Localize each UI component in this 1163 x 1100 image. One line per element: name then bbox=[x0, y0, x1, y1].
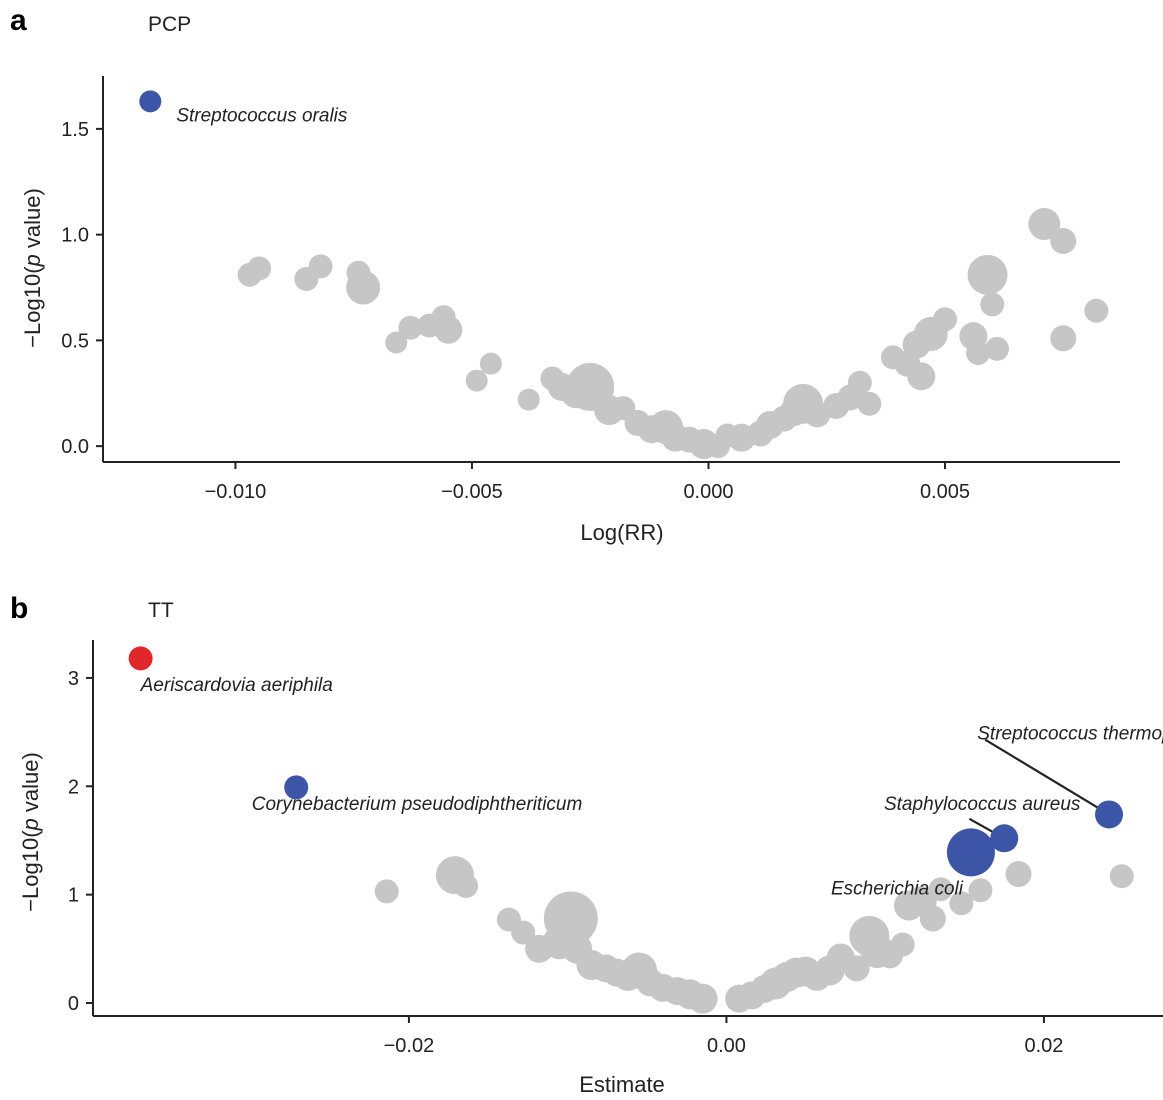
panel-b-y-ticks: 0 1 2 3 bbox=[68, 668, 93, 1015]
point-annotation: Escherichia coli bbox=[831, 879, 964, 900]
data-point bbox=[346, 270, 381, 305]
data-point bbox=[985, 336, 1010, 361]
data-point-highlight-blue bbox=[284, 775, 309, 800]
panel-b-y-axis-label: −Log10(p value) bbox=[18, 752, 43, 912]
x-tick-label: 0.00 bbox=[707, 1035, 746, 1057]
panel-a-points bbox=[139, 90, 1109, 460]
y-tick-label: 2 bbox=[68, 776, 79, 798]
point-annotation: Corynebacterium pseudodiphtheriticum bbox=[252, 794, 583, 815]
y-tick-label: 1 bbox=[68, 885, 79, 907]
data-point bbox=[968, 878, 993, 903]
panel-b: b TT Aeriscardovia aeriphila Corynebacter… bbox=[10, 592, 1163, 1097]
data-point-highlight-red bbox=[128, 646, 153, 671]
data-point bbox=[454, 873, 479, 898]
panel-b-title: TT bbox=[148, 599, 174, 622]
panel-b-leader-lines bbox=[968, 738, 1110, 840]
x-tick-label: 0.02 bbox=[1024, 1035, 1063, 1057]
data-point-highlight-blue bbox=[990, 824, 1019, 853]
data-point bbox=[843, 955, 870, 982]
data-point bbox=[517, 388, 540, 411]
data-point bbox=[907, 362, 936, 391]
data-point bbox=[966, 341, 991, 366]
data-point bbox=[374, 879, 399, 904]
data-point bbox=[247, 256, 272, 281]
data-point bbox=[919, 905, 946, 932]
y-tick-label: 0.0 bbox=[61, 436, 89, 458]
panel-b-annotations: Aeriscardovia aeriphila Corynebacterium p… bbox=[140, 675, 1163, 900]
data-point bbox=[980, 292, 1005, 317]
data-point bbox=[1028, 208, 1061, 241]
data-point-highlight-blue bbox=[946, 828, 995, 877]
data-point bbox=[847, 370, 872, 395]
y-tick-label: 0 bbox=[68, 993, 79, 1015]
data-point bbox=[434, 315, 463, 344]
panel-a-y-ticks: 0.0 0.5 1.0 1.5 bbox=[61, 119, 103, 458]
data-point bbox=[543, 891, 598, 946]
panel-a-x-ticks: −0.010 −0.005 0.000 0.005 bbox=[205, 462, 970, 503]
data-point bbox=[1050, 325, 1077, 352]
point-annotation: Streptococcus oralis bbox=[176, 105, 348, 126]
x-tick-label: −0.02 bbox=[384, 1035, 435, 1057]
panel-a-annotations: Streptococcus oralis bbox=[176, 105, 348, 126]
data-point bbox=[479, 352, 502, 375]
data-point bbox=[398, 315, 423, 340]
data-point bbox=[511, 920, 536, 945]
data-point bbox=[385, 331, 408, 354]
y-tick-label: 1.5 bbox=[61, 119, 89, 141]
data-point bbox=[1005, 861, 1032, 888]
data-point-highlight-blue bbox=[1095, 800, 1124, 829]
data-point-highlight-blue bbox=[139, 90, 162, 113]
y-tick-label: 1.0 bbox=[61, 225, 89, 247]
point-annotation: Streptococcus thermophilus bbox=[977, 724, 1163, 745]
data-point bbox=[928, 877, 953, 902]
panel-a-title: PCP bbox=[148, 13, 191, 36]
data-point bbox=[465, 369, 488, 392]
data-point bbox=[890, 932, 915, 957]
panel-b-points bbox=[128, 646, 1134, 1014]
panel-b-label: b bbox=[10, 592, 28, 625]
point-annotation: Aeriscardovia aeriphila bbox=[140, 675, 333, 696]
x-tick-label: −0.005 bbox=[441, 481, 503, 503]
data-point bbox=[1109, 864, 1134, 889]
x-tick-label: 0.000 bbox=[683, 481, 733, 503]
panel-a-x-axis-label: Log(RR) bbox=[580, 520, 663, 545]
panel-b-x-axis-label: Estimate bbox=[579, 1072, 665, 1097]
leader-line bbox=[984, 738, 1110, 816]
panel-a-y-axis-label: −Log10(p value) bbox=[20, 188, 45, 348]
data-point bbox=[932, 307, 957, 332]
point-annotation: Staphylococcus aureus bbox=[884, 794, 1081, 815]
data-point bbox=[308, 254, 333, 279]
panel-a: a PCP Streptococcus oralis −0.010 −0.005 0… bbox=[10, 4, 1120, 545]
x-tick-label: −0.010 bbox=[205, 481, 267, 503]
y-tick-label: 3 bbox=[68, 668, 79, 690]
data-point bbox=[949, 891, 974, 916]
data-point bbox=[1050, 227, 1077, 254]
x-tick-label: 0.005 bbox=[920, 481, 970, 503]
y-tick-label: 0.5 bbox=[61, 330, 89, 352]
panel-a-label: a bbox=[10, 4, 27, 37]
data-point bbox=[687, 983, 718, 1014]
panel-b-x-ticks: −0.02 0.00 0.02 bbox=[384, 1016, 1063, 1057]
data-point bbox=[1084, 298, 1109, 323]
data-point bbox=[857, 391, 882, 416]
data-point bbox=[967, 254, 1008, 295]
